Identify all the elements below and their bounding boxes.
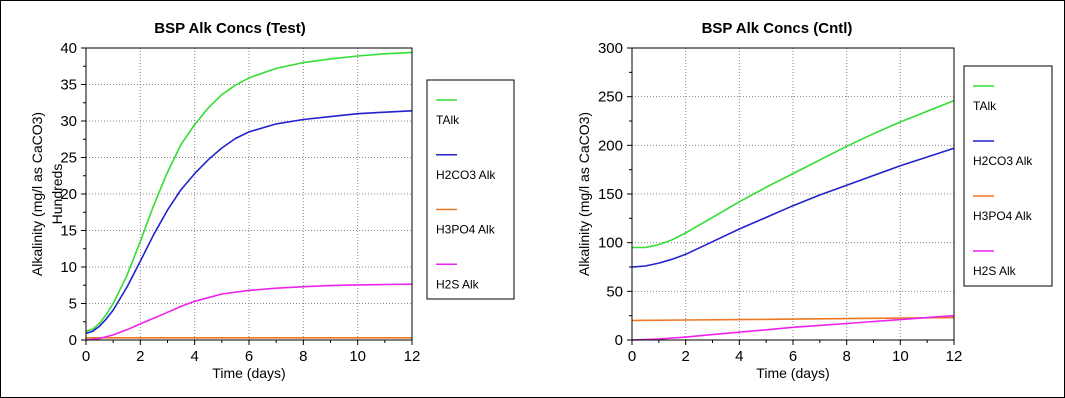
- y-tick-label: 50: [606, 283, 623, 300]
- x-tick-label: 10: [892, 348, 909, 365]
- chart-2: 0 2 4 6 8 10 12 0 50 100 150 200 250 300 BSP Alk Concs…: [576, 20, 1053, 381]
- chart-1: 0 2 4 6 8 10 12 0 5 10 15 20 25 30 35 40 BSP Alk Concs (…: [29, 20, 515, 381]
- x-tick-label: 10: [349, 348, 366, 365]
- y-tick-label: 150: [598, 186, 623, 203]
- x-tick-label: 0: [82, 348, 90, 365]
- x-tick-label: 4: [190, 348, 198, 365]
- y-tick-label: 20: [60, 186, 77, 203]
- x-tick-label: 8: [299, 348, 307, 365]
- legend-label: H2S Alk: [973, 264, 1017, 278]
- x-tick-label: 2: [681, 348, 689, 365]
- series-line-h2s-alk: [631, 314, 955, 341]
- y-tick-label: 25: [60, 150, 77, 167]
- y-tick-label: 100: [598, 235, 623, 252]
- legend-label: TAlk: [973, 99, 997, 113]
- chart-title: BSP Alk Concs (Cntl): [702, 20, 853, 37]
- y-tick-label: 200: [598, 137, 623, 154]
- y-tick-label: 300: [598, 40, 623, 57]
- y-tick-label: 250: [598, 89, 623, 106]
- y-axis-label: Alkalinity (mg/l as CaCO3): [29, 112, 45, 276]
- y-tick-label: 0: [615, 332, 623, 349]
- series-line-talk: [85, 51, 413, 332]
- x-tick-label: 0: [628, 348, 636, 365]
- y-tick-label: 40: [60, 40, 77, 57]
- y-tick-label: 0: [69, 332, 77, 349]
- legend-label: H2CO3 Alk: [436, 168, 496, 182]
- x-tick-label: 2: [136, 348, 144, 365]
- series-line-talk: [632, 99, 955, 249]
- y-axis-unit-label: Hundreds: [49, 164, 65, 225]
- legend-label: H2CO3 Alk: [973, 154, 1033, 168]
- x-tick-label: 6: [789, 348, 797, 365]
- y-tick-label: 30: [60, 113, 77, 130]
- x-tick-label: 4: [735, 348, 743, 365]
- legend-box: [963, 65, 1053, 287]
- legend-label: H3PO4 Alk: [436, 223, 496, 237]
- series-line-h2co3-alk: [85, 110, 413, 335]
- y-tick-label: 15: [60, 223, 77, 240]
- x-axis-label: Time (days): [212, 365, 285, 381]
- x-tick-label: 8: [842, 348, 850, 365]
- y-tick-label: 5: [69, 296, 77, 313]
- series-line-h2co3-alk: [631, 147, 955, 268]
- legend-label: H2S Alk: [436, 277, 480, 291]
- x-tick-label: 12: [946, 348, 963, 365]
- x-axis-label: Time (days): [756, 365, 829, 381]
- x-tick-label: 12: [404, 348, 421, 365]
- y-axis-label: Alkalinity (mg/l as CaCO3): [576, 112, 592, 276]
- chart-title: BSP Alk Concs (Test): [154, 20, 305, 37]
- y-tick-label: 35: [60, 77, 77, 94]
- y-tick-label: 10: [60, 259, 77, 276]
- series-line-h3po4-alk: [631, 316, 955, 322]
- x-tick-label: 6: [245, 348, 253, 365]
- series-line-h2s-alk: [85, 283, 413, 341]
- legend-label: TAlk: [436, 113, 460, 127]
- legend-label: H3PO4 Alk: [973, 209, 1033, 223]
- legend-box: [426, 79, 515, 300]
